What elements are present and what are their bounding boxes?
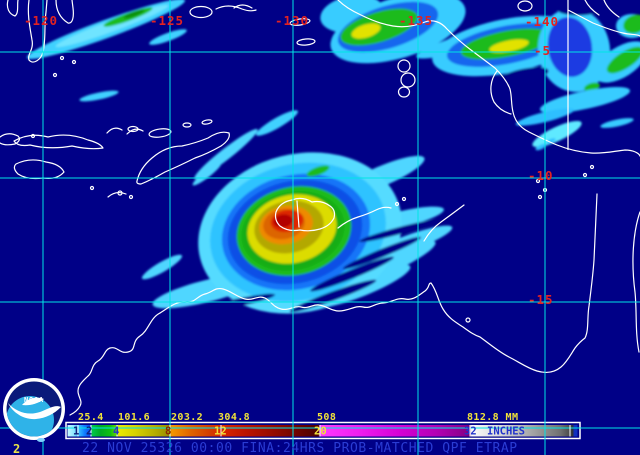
seagull-icon bbox=[8, 403, 61, 420]
longitude-label: -130 bbox=[275, 13, 309, 28]
mm-label: 508 bbox=[317, 412, 336, 423]
mm-label: 203.2 bbox=[171, 412, 203, 423]
latitude-label: -10 bbox=[528, 168, 554, 183]
mm-label: 304.8 bbox=[218, 412, 250, 423]
longitude-label: -140 bbox=[525, 14, 559, 29]
colorbar-ticks bbox=[77, 425, 571, 437]
mm-label: 25.4 bbox=[78, 412, 104, 423]
seagull-wing-icon bbox=[22, 397, 44, 406]
coastlines bbox=[0, 0, 640, 416]
colorbar-inch-labels: 1 2 4 8 12 20 32 INCHES bbox=[73, 426, 525, 438]
colorbar-legend bbox=[65, 421, 581, 440]
inch-tick-label: 20 bbox=[314, 426, 327, 438]
noaa-logo: NOAA bbox=[3, 378, 65, 442]
inch-tick-label: 4 bbox=[113, 426, 119, 438]
inch-tick-label: 12 bbox=[214, 426, 227, 438]
mm-label: 101.6 bbox=[118, 412, 150, 423]
coordinate-labels: -120 -125 -130 -135 -140 -5 -10 -15 bbox=[24, 13, 559, 307]
colorbar bbox=[67, 425, 578, 437]
inch-tick-label: 32 bbox=[464, 426, 477, 438]
mm-label: 812.8 MM bbox=[467, 412, 518, 423]
noaa-logo-text: NOAA bbox=[24, 396, 44, 404]
caption-text: 22 NOV 25326 00:00 FINA:24HRS PROB-MATCH… bbox=[82, 441, 518, 455]
colorbar-mm-labels: 25.4 101.6 203.2 304.8 508 812.8 MM bbox=[78, 412, 518, 423]
longitude-label: -135 bbox=[399, 13, 433, 28]
inch-tick-label: 8 bbox=[165, 426, 171, 438]
longitude-label: -120 bbox=[24, 13, 58, 28]
inch-tick-label: 1 bbox=[73, 426, 79, 438]
colorbar-unit-label: INCHES bbox=[487, 426, 525, 438]
logo-artifact bbox=[37, 438, 45, 442]
latitude-label: -5 bbox=[534, 43, 551, 58]
longitude-label: -125 bbox=[150, 13, 184, 28]
latitude-label: -15 bbox=[528, 292, 554, 307]
partial-latitude-label: 2 bbox=[13, 442, 20, 455]
inch-tick-label: 2 bbox=[86, 426, 92, 438]
